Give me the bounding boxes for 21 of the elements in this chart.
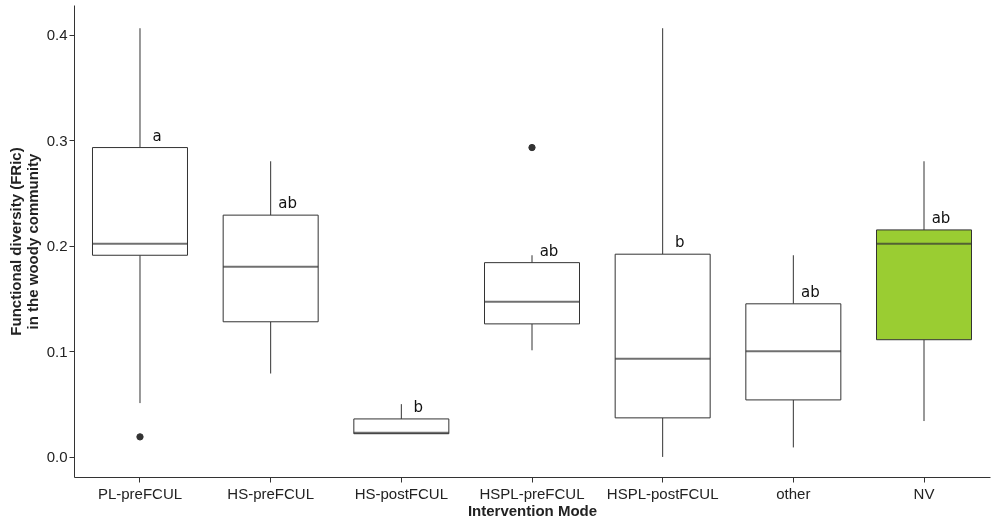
- y-tick-label: 0.1: [46, 342, 68, 360]
- y-tick-label: 0.4: [46, 26, 68, 44]
- x-tick-label: PL-preFCUL: [97, 484, 183, 502]
- y-axis-title: Functional diversity (FRic) in the woody community: [6, 147, 41, 336]
- annotation: ab: [800, 282, 820, 301]
- x-axis-title: Intervention Mode: [467, 501, 598, 519]
- x-tick-label: HSPL-preFCUL: [479, 484, 585, 502]
- annotation: ab: [539, 241, 559, 260]
- y-tick-label: 0.2: [46, 237, 68, 255]
- y-tick-label: 0.0: [46, 448, 68, 466]
- annotation: b: [674, 233, 685, 252]
- x-tick-label: HS-postFCUL: [354, 484, 449, 502]
- x-tick-label: other: [776, 484, 811, 502]
- y-tick-label: 0.3: [46, 131, 68, 149]
- x-tick-label: NV: [913, 484, 935, 502]
- x-tick-label: HS-preFCUL: [227, 484, 314, 502]
- annotation: ab: [278, 194, 298, 213]
- annotation: a: [152, 126, 162, 145]
- annotation: ab: [931, 208, 951, 227]
- x-tick-label: HSPL-postFCUL: [606, 484, 719, 502]
- annotation: b: [413, 397, 424, 416]
